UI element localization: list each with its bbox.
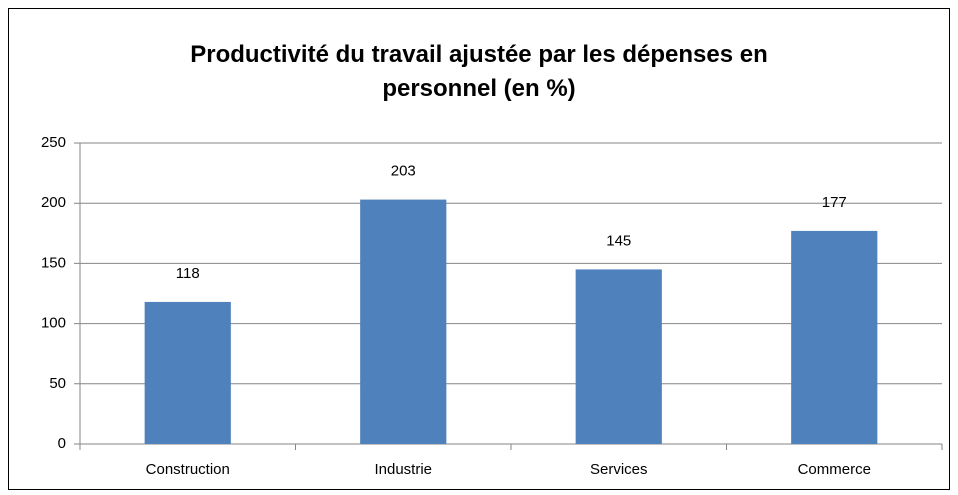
y-tick-label: 250 — [41, 134, 66, 151]
x-tick-label: Construction — [146, 461, 230, 478]
data-label: 145 — [606, 232, 631, 249]
y-tick-label: 50 — [49, 375, 66, 392]
bar — [360, 199, 447, 444]
x-tick-label: Commerce — [798, 461, 871, 478]
data-label: 118 — [176, 265, 200, 282]
data-label: 177 — [822, 194, 847, 211]
x-tick-label: Industrie — [374, 461, 432, 478]
bar — [144, 301, 231, 444]
y-tick-label: 100 — [41, 315, 66, 332]
y-tick-label: 200 — [41, 194, 66, 211]
chart-title: Productivité du travail ajustée par les … — [190, 41, 768, 102]
bar — [791, 230, 878, 444]
bar — [575, 269, 662, 444]
y-tick-label: 150 — [41, 254, 66, 271]
y-tick-label: 0 — [58, 435, 66, 452]
x-tick-label: Services — [590, 461, 648, 478]
data-label: 203 — [391, 163, 416, 180]
